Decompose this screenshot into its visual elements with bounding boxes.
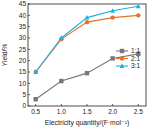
y-tick-label: 45 (19, 0, 27, 7)
data-point (110, 56, 114, 60)
x-tick-label: 1.5 (82, 108, 91, 115)
data-point (110, 15, 114, 19)
y-tick (28, 94, 30, 95)
y-tick-label: 40 (19, 12, 27, 19)
y-tick (28, 38, 30, 39)
data-point (85, 15, 90, 20)
x-tick (138, 104, 139, 106)
x-tick-label: 2.5 (134, 108, 143, 115)
y-tick-label: 5 (22, 91, 26, 98)
y-tick-label: 20 (19, 57, 27, 64)
legend-marker (120, 49, 124, 53)
legend-marker (120, 56, 124, 60)
y-tick-label: 10 (19, 80, 27, 87)
y-tick (28, 15, 30, 16)
series-line (36, 6, 139, 72)
legend-label: 1:1 (131, 47, 140, 54)
data-point (85, 71, 89, 75)
x-tick (87, 104, 88, 106)
y-tick-label: 30 (19, 34, 27, 41)
x-tick-label: 0.5 (31, 108, 40, 115)
y-tick-label: 35 (19, 23, 27, 30)
data-point (136, 4, 141, 8)
x-tick-label: 2.0 (108, 108, 117, 115)
x-tick-label: 1.0 (57, 108, 66, 115)
y-tick-label: 25 (19, 46, 27, 53)
x-axis-label: Electricity quantity/(F·mol⁻¹) (45, 119, 129, 127)
y-tick-label: 0 (22, 102, 26, 109)
y-tick (28, 26, 30, 27)
y-tick-label: 15 (19, 68, 27, 75)
data-point (59, 79, 63, 83)
x-tick (112, 104, 113, 106)
data-point (136, 13, 140, 17)
data-point (33, 97, 37, 101)
y-tick (28, 4, 30, 5)
legend-label: 2:1 (131, 55, 140, 62)
y-tick (28, 106, 30, 107)
x-tick (61, 104, 62, 106)
data-point (33, 69, 38, 74)
chart: 0 5 10 15 20 25 30 35 40 45 0.5 1.0 1.5 2.0 2.5 Electri… (0, 0, 150, 130)
series-line (36, 15, 139, 72)
y-tick (28, 60, 30, 61)
data-point (85, 20, 89, 24)
data-point (110, 8, 115, 13)
legend: 1:12:13:1 (116, 47, 140, 69)
legend-marker (120, 63, 125, 68)
y-tick (28, 72, 30, 73)
plot-frame (28, 4, 146, 106)
data-group (33, 4, 140, 101)
data-point (59, 35, 64, 40)
y-tick (28, 49, 30, 50)
y-axis-label: Yield/% (1, 44, 8, 67)
series-line (36, 54, 139, 99)
legend-label: 3:1 (131, 62, 140, 69)
y-tick (28, 83, 30, 84)
x-tick (35, 104, 36, 106)
